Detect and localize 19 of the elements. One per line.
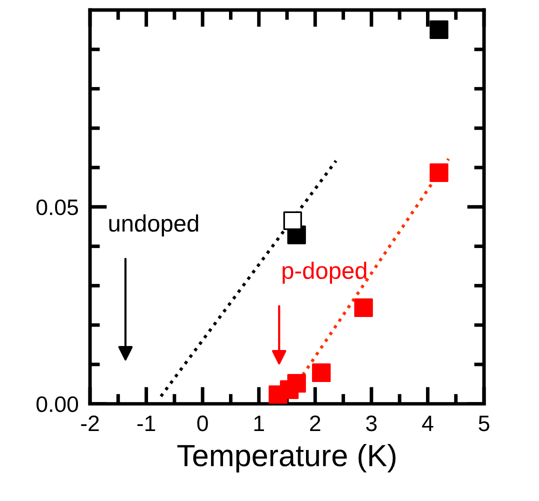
point xyxy=(354,298,373,318)
point xyxy=(430,20,448,40)
x-tick-label: 5 xyxy=(478,416,490,432)
x-tick-label: -2 xyxy=(81,416,99,432)
x-tick-label: 2 xyxy=(310,416,320,432)
x-tick-label: -1 xyxy=(137,416,156,432)
point xyxy=(430,163,448,182)
x-tick-label: 3 xyxy=(366,416,377,432)
annotation: p-doped xyxy=(282,262,366,284)
annotation: undoped xyxy=(109,214,198,236)
x-tick-label: 4 xyxy=(422,416,434,432)
point xyxy=(283,211,302,230)
point xyxy=(287,374,306,393)
x-tick-label: 1 xyxy=(254,416,264,432)
x-tick-label: 0 xyxy=(197,416,208,432)
y-tick-label: 0.05 xyxy=(36,199,78,216)
point xyxy=(312,363,331,382)
y-tick-label: 0.00 xyxy=(36,396,78,412)
x-axis-title: Temperature (K) xyxy=(177,444,396,472)
